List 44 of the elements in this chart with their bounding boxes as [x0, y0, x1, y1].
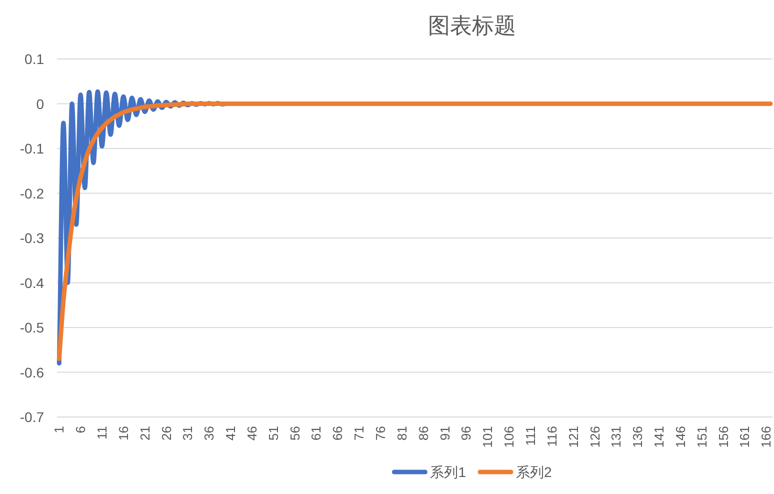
y-tick-label: -0.7 — [20, 409, 44, 425]
x-tick-label: 56 — [287, 426, 302, 440]
x-tick-label: 126 — [587, 426, 602, 448]
y-tick-label: -0.4 — [20, 274, 44, 291]
x-tick-label: 156 — [716, 426, 731, 448]
x-tick-label: 81 — [394, 426, 410, 440]
x-tick-label: 146 — [672, 426, 688, 448]
x-tick-label: 1 — [52, 426, 67, 434]
x-tick-label: 86 — [416, 426, 431, 440]
x-tick-label: 21 — [137, 426, 152, 440]
x-tick-label: 141 — [652, 426, 667, 448]
x-tick-label: 16 — [116, 426, 131, 440]
x-tick-label: 116 — [544, 426, 560, 447]
x-tick-label: 41 — [223, 426, 238, 440]
y-tick-label: -0.1 — [20, 140, 44, 156]
x-tick-label: 131 — [608, 426, 624, 448]
x-tick-label: 66 — [330, 426, 346, 440]
x-tick-label: 161 — [737, 426, 752, 448]
y-tick-label: -0.6 — [20, 364, 44, 380]
x-tick-label: 61 — [308, 426, 324, 440]
x-tick-label: 136 — [630, 426, 646, 448]
chart-title: 图表标题 — [428, 13, 516, 38]
x-tick-label: 106 — [502, 426, 517, 448]
y-tick-label: -0.5 — [20, 320, 44, 336]
x-tick-label: 151 — [694, 426, 710, 448]
x-tick-label: 121 — [566, 426, 581, 448]
x-tick-label: 51 — [266, 426, 281, 440]
x-tick-label: 31 — [180, 426, 196, 440]
y-tick-label: 0 — [36, 96, 44, 112]
x-tick-label: 6 — [73, 426, 88, 434]
x-tick-label: 26 — [158, 426, 174, 440]
y-tick-label: 0.1 — [24, 51, 44, 67]
x-tick-label: 96 — [458, 426, 474, 440]
x-tick-label: 46 — [244, 426, 260, 440]
x-tick-label: 11 — [94, 426, 110, 440]
x-tick-label: 111 — [523, 426, 538, 446]
x-tick-label: 166 — [758, 426, 774, 448]
y-tick-label: -0.2 — [20, 185, 44, 202]
x-tick-label: 101 — [480, 426, 496, 448]
x-tick-label: 36 — [202, 426, 217, 440]
x-tick-label: 76 — [373, 426, 388, 440]
x-tick-label: 71 — [352, 426, 367, 440]
x-tick-label: 91 — [437, 426, 452, 440]
y-tick-label: -0.3 — [20, 230, 44, 246]
